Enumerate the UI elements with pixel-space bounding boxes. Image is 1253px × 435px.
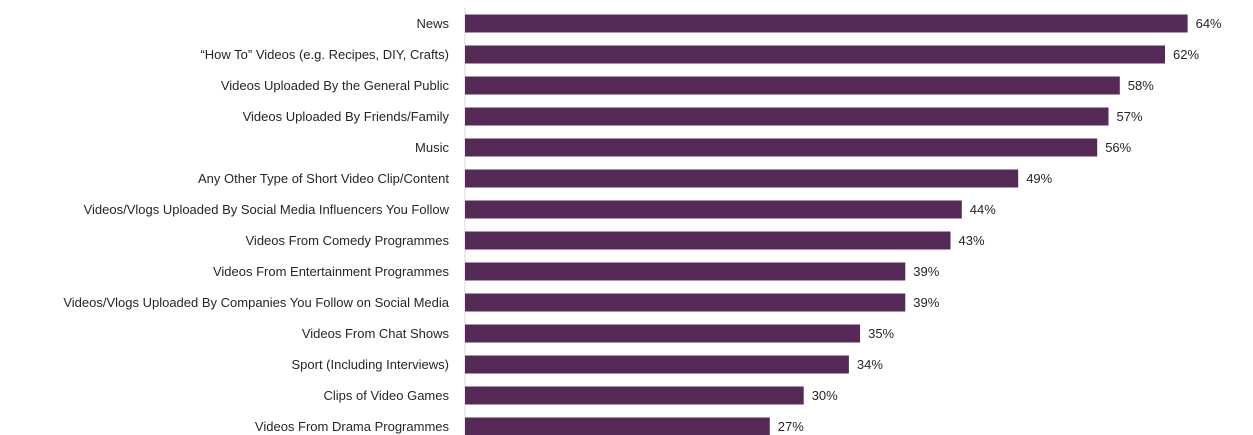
bar [465,355,849,374]
value-labels-group: 64% 62% 58% 57% 56% 49% 44% 43% 39% 39% 35% 34% 30% 2… [778,16,1222,434]
data-label: 39% [913,295,939,310]
category-label: Music [415,140,449,155]
data-label: 64% [1196,16,1222,31]
bar [465,262,906,281]
bar [465,293,906,312]
bar [465,45,1165,64]
category-label: Videos/Vlogs Uploaded By Companies You F… [63,295,449,310]
category-label: Videos From Entertainment Programmes [213,264,450,279]
data-label: 34% [857,357,883,372]
bars-group [465,14,1188,435]
category-label: Videos From Chat Shows [302,326,450,341]
category-label: News [416,16,449,31]
category-label: Videos From Drama Programmes [255,419,450,434]
data-label: 39% [913,264,939,279]
category-label: “How To” Videos (e.g. Recipes, DIY, Craf… [200,47,449,62]
bar [465,14,1188,33]
bar [465,138,1098,157]
category-label: Clips of Video Games [324,388,450,403]
data-label: 56% [1105,140,1131,155]
category-label: Sport (Including Interviews) [291,357,449,372]
bar [465,200,962,219]
category-labels-group: News “How To” Videos (e.g. Recipes, DIY, … [63,16,449,434]
data-label: 49% [1026,171,1052,186]
data-label: 35% [868,326,894,341]
bar [465,417,770,435]
category-label: Any Other Type of Short Video Clip/Conte… [198,171,449,186]
data-label: 58% [1128,78,1154,93]
bar [465,386,804,405]
data-label: 57% [1117,109,1143,124]
data-label: 44% [970,202,996,217]
category-label: Videos Uploaded By the General Public [221,78,450,93]
category-label: Videos Uploaded By Friends/Family [243,109,450,124]
bar [465,324,861,343]
category-label: Videos/Vlogs Uploaded By Social Media In… [84,202,450,217]
data-label: 62% [1173,47,1199,62]
data-label: 30% [812,388,838,403]
bar [465,169,1019,188]
category-label: Videos From Comedy Programmes [246,233,450,248]
bar [465,107,1109,126]
data-label: 27% [778,419,804,434]
bar [465,231,951,250]
bar [465,76,1120,95]
data-label: 43% [959,233,985,248]
